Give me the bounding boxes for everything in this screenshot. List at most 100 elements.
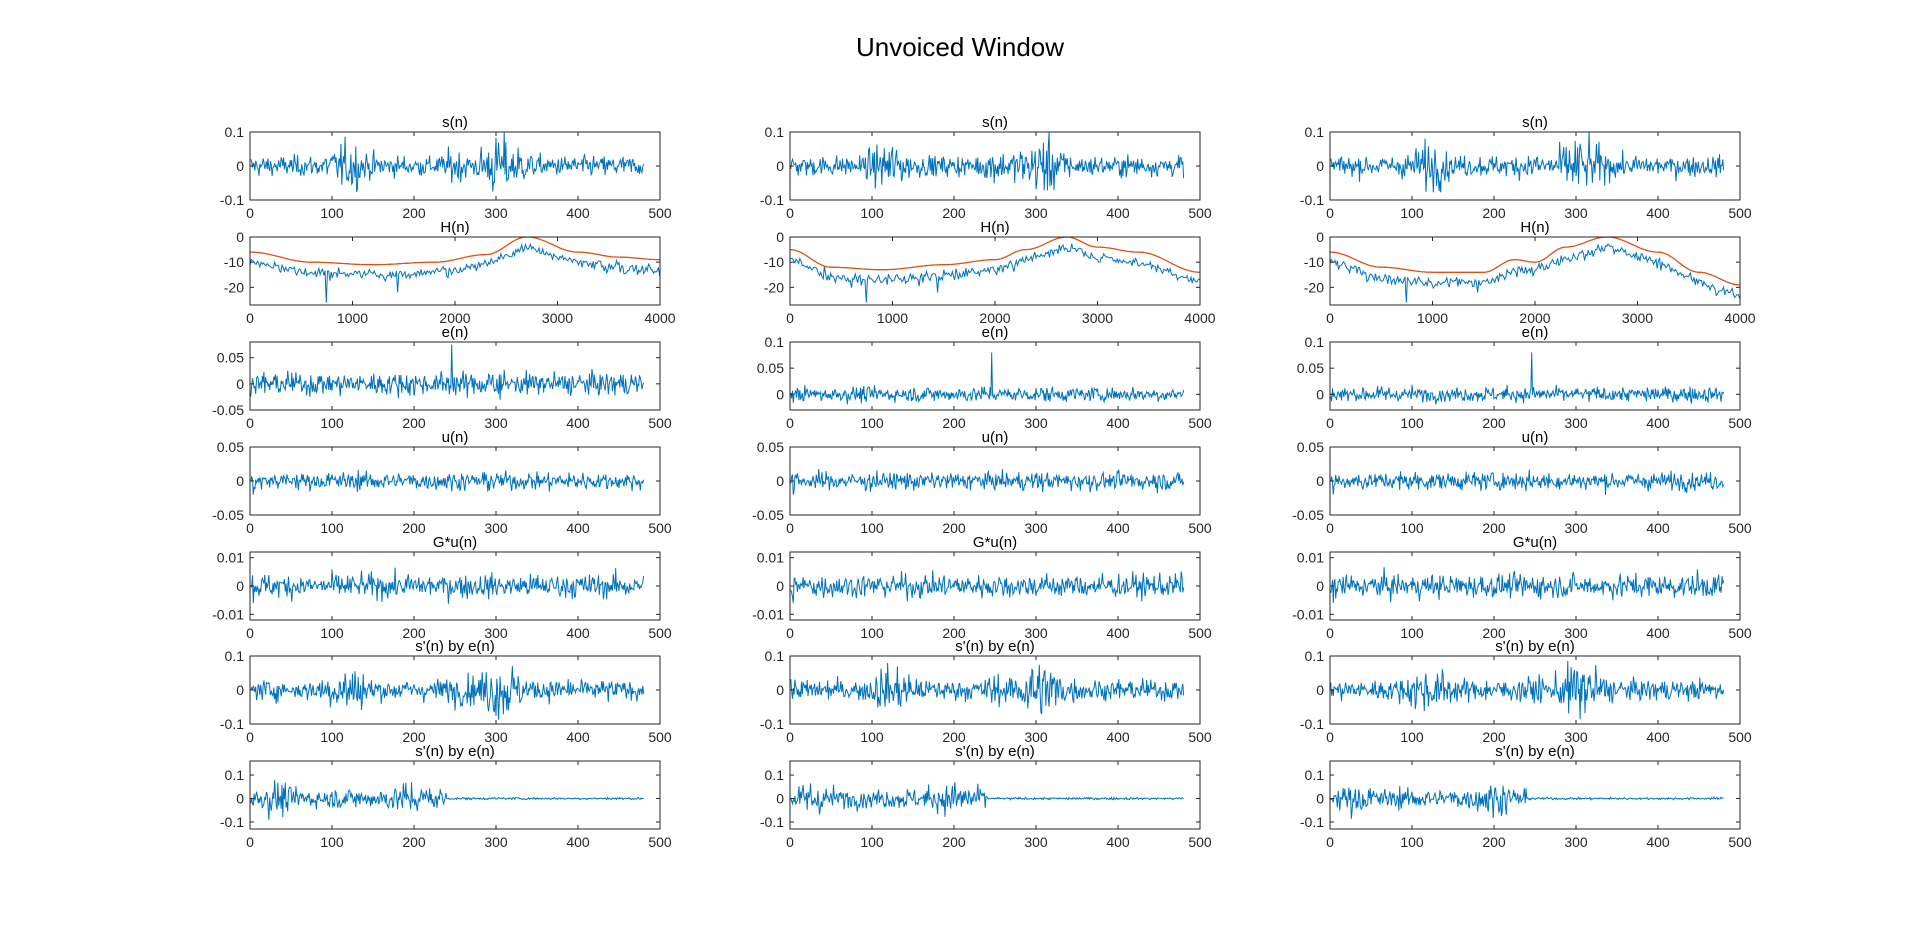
x-tick-label: 500 [1728, 415, 1752, 431]
x-tick-label: 500 [1728, 729, 1752, 745]
axes-background [250, 342, 660, 410]
signal-line [790, 570, 1185, 604]
x-tick-label: 400 [1106, 415, 1130, 431]
signal-line [250, 132, 645, 193]
x-tick-label: 400 [1646, 205, 1670, 221]
y-tick-label: -0.01 [752, 606, 784, 622]
plot-area [250, 132, 645, 193]
x-tick-label: 300 [484, 205, 508, 221]
x-tick-label: 100 [1400, 415, 1424, 431]
x-tick-label: 300 [1024, 729, 1048, 745]
y-tick-label: 0 [236, 229, 244, 245]
x-tick-label: 0 [246, 729, 254, 745]
plot-area [1330, 237, 1740, 303]
subplot-grid: 0 100 200 300 400 500-0.100.1s(n)0 100 200 300 40… [212, 114, 1756, 850]
y-tick-label: -0.1 [1300, 192, 1324, 208]
y-tick-label: -20 [764, 279, 784, 295]
y-tick-label: 0.1 [765, 124, 785, 140]
x-tick-label: 400 [566, 520, 590, 536]
x-tick-label: 200 [402, 625, 426, 641]
y-tick-label: -0.1 [1300, 814, 1324, 830]
y-tick-label: 0.05 [1297, 439, 1324, 455]
y-tick-label: 0.01 [1297, 550, 1324, 566]
plot-area [790, 352, 1185, 405]
y-tick-label: 0 [776, 158, 784, 174]
x-tick-label: 500 [648, 415, 672, 431]
subplot-r1-c2: 0 1000 2000 3000 4000 -20 -10 0 H(n) [1304, 219, 1756, 326]
y-tick-label: 0.1 [225, 648, 245, 664]
x-tick-label: 400 [566, 205, 590, 221]
x-tick-label: 500 [1188, 205, 1212, 221]
y-tick-label: 0 [776, 473, 784, 489]
x-tick-label: 100 [320, 415, 344, 431]
x-tick-label: 0 [246, 310, 254, 326]
y-tick-label: 0 [776, 229, 784, 245]
subplot-title: s'(n) by e(n) [415, 743, 495, 760]
plot-area [250, 237, 660, 303]
x-tick-label: 500 [1728, 205, 1752, 221]
signal-line [1330, 660, 1725, 720]
y-tick-label: -0.1 [220, 192, 244, 208]
subplot-title: s(n) [442, 114, 468, 131]
x-tick-label: 100 [860, 205, 884, 221]
plot-area [250, 567, 645, 604]
x-tick-label: 0 [1326, 415, 1334, 431]
y-tick-label: -0.1 [220, 814, 244, 830]
signal-line [790, 662, 1185, 715]
subplot-title: s'(n) by e(n) [1495, 743, 1575, 760]
subplot-r1-c0: 0 1000 2000 3000 4000 -20 -10 0 H(n) [224, 219, 676, 326]
x-tick-label: 0 [1326, 205, 1334, 221]
y-tick-label: 0.1 [765, 767, 785, 783]
x-tick-label: 400 [1106, 520, 1130, 536]
axes-box [1329, 760, 1741, 830]
x-tick-label: 300 [484, 834, 508, 850]
x-tick-label: 0 [786, 415, 794, 431]
x-tick-label: 1000 [1417, 310, 1448, 326]
x-tick-label: 0 [1326, 729, 1334, 745]
y-tick-label: -0.05 [212, 402, 244, 418]
plot-area [1330, 352, 1725, 405]
y-tick-label: 0 [236, 682, 244, 698]
plot-area [790, 662, 1185, 715]
subplot-title: s'(n) by e(n) [415, 638, 495, 655]
axes-background [250, 237, 660, 305]
signal-line [250, 780, 644, 821]
x-tick-label: 500 [648, 729, 672, 745]
plot-area [1330, 785, 1724, 819]
y-tick-label: -0.1 [220, 716, 244, 732]
subplot-title: s(n) [982, 114, 1008, 131]
axes-background [1330, 342, 1740, 410]
y-tick-label: -10 [224, 254, 244, 270]
y-tick-label: 0 [776, 791, 784, 807]
x-tick-label: 500 [1188, 520, 1212, 536]
x-tick-label: 500 [1188, 729, 1212, 745]
y-tick-label: -0.01 [1292, 606, 1324, 622]
y-tick-label: 0.1 [225, 767, 245, 783]
x-tick-label: 500 [1728, 520, 1752, 536]
x-tick-label: 4000 [644, 310, 675, 326]
x-tick-label: 0 [1326, 520, 1334, 536]
x-tick-label: 0 [786, 834, 794, 850]
subplot-r6-c1: 0 100 200 300 400 500-0.100.1s'(n) by e(n) [760, 743, 1212, 850]
x-tick-label: 200 [942, 520, 966, 536]
y-tick-label: 0.1 [1305, 334, 1325, 350]
x-tick-label: 300 [1024, 625, 1048, 641]
subplot-title: G*u(n) [433, 534, 477, 551]
x-tick-label: 500 [1728, 834, 1752, 850]
subplot-title: H(n) [980, 219, 1009, 236]
y-tick-label: -20 [1304, 279, 1324, 295]
x-tick-label: 300 [1024, 205, 1048, 221]
plot-area [790, 468, 1185, 495]
y-tick-label: 0.1 [225, 124, 245, 140]
x-tick-label: 400 [1106, 834, 1130, 850]
x-tick-label: 400 [566, 729, 590, 745]
x-tick-label: 0 [1326, 834, 1334, 850]
x-tick-label: 300 [484, 415, 508, 431]
x-tick-label: 0 [786, 520, 794, 536]
y-tick-label: -0.05 [1292, 507, 1324, 523]
x-tick-label: 200 [942, 834, 966, 850]
x-tick-label: 300 [1024, 415, 1048, 431]
